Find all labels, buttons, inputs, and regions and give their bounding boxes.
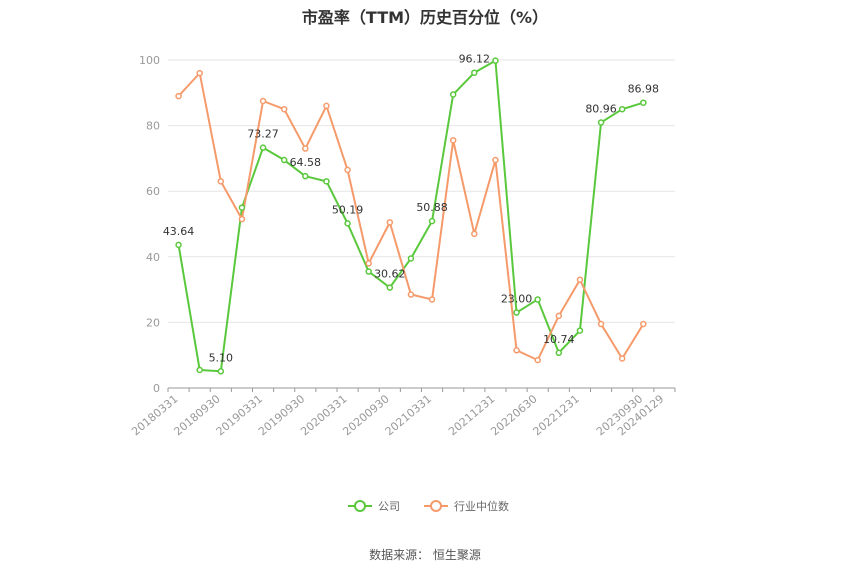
data-point	[280, 156, 288, 164]
x-tick-label: 20221231	[531, 392, 582, 438]
data-point	[534, 356, 541, 364]
data-point	[323, 178, 330, 185]
data-point	[513, 347, 520, 354]
data-point	[555, 312, 563, 320]
data-point	[576, 327, 584, 334]
data-label: 10.74	[543, 333, 575, 346]
y-tick-label: 40	[146, 251, 160, 264]
data-label: 23.00	[501, 293, 533, 306]
data-point	[576, 276, 584, 284]
data-point	[407, 255, 415, 262]
data-point	[428, 296, 436, 303]
data-label: 50.88	[416, 201, 448, 214]
data-label: 80.96	[585, 102, 617, 115]
series-line-1	[177, 72, 645, 362]
data-point	[175, 241, 182, 249]
data-point	[555, 349, 563, 357]
data-label: 96.12	[459, 53, 491, 66]
data-point	[471, 69, 478, 76]
data-point	[365, 260, 372, 267]
data-point	[365, 268, 372, 275]
data-label: 30.62	[374, 268, 406, 281]
data-label: 86.98	[628, 83, 660, 96]
data-point	[217, 178, 225, 185]
data-point	[449, 91, 457, 98]
y-tick-label: 100	[139, 54, 160, 67]
data-point	[428, 217, 436, 225]
legend-marker	[354, 500, 366, 512]
data-point	[323, 102, 330, 110]
data-point	[259, 144, 267, 151]
data-point	[238, 204, 246, 211]
data-point	[618, 355, 626, 362]
data-point	[259, 97, 267, 105]
data-point	[386, 284, 394, 291]
y-tick-label: 0	[153, 382, 160, 395]
legend-label: 公司	[378, 500, 400, 513]
data-label: 50.19	[332, 203, 364, 216]
data-label: 73.27	[247, 128, 279, 141]
data-point	[534, 296, 541, 303]
data-point	[618, 105, 626, 113]
y-tick-label: 60	[146, 185, 160, 198]
x-tick-label: 20210331	[383, 392, 434, 438]
data-point	[597, 320, 605, 328]
data-label: 64.58	[290, 156, 322, 169]
legend-marker	[430, 500, 442, 512]
data-point	[302, 172, 309, 180]
data-point	[386, 219, 394, 226]
y-tick-label: 20	[146, 316, 160, 329]
data-label: 43.64	[163, 225, 195, 238]
data-point	[344, 220, 351, 227]
data-point	[344, 166, 351, 174]
data-point	[640, 320, 647, 328]
data-point	[175, 92, 182, 100]
data-point	[407, 291, 415, 298]
legend-label: 行业中位数	[454, 499, 509, 513]
data-point	[640, 99, 647, 106]
data-point	[471, 230, 478, 238]
data-point	[280, 105, 288, 113]
data-point	[492, 156, 499, 164]
chart-title: 市盈率（TTM）历史百分位（%）	[301, 8, 549, 27]
data-point	[492, 57, 499, 64]
series-line-0	[177, 59, 644, 373]
data-point	[238, 215, 246, 223]
y-tick-label: 80	[146, 120, 160, 133]
data-source-note: 数据来源： 恒生聚源	[369, 548, 481, 562]
data-point	[217, 368, 225, 375]
data-point	[302, 145, 309, 152]
data-point	[196, 366, 203, 374]
data-point	[196, 69, 203, 77]
data-point	[513, 309, 520, 316]
data-label: 5.10	[209, 351, 234, 364]
data-point	[449, 137, 457, 144]
data-point	[597, 119, 605, 126]
